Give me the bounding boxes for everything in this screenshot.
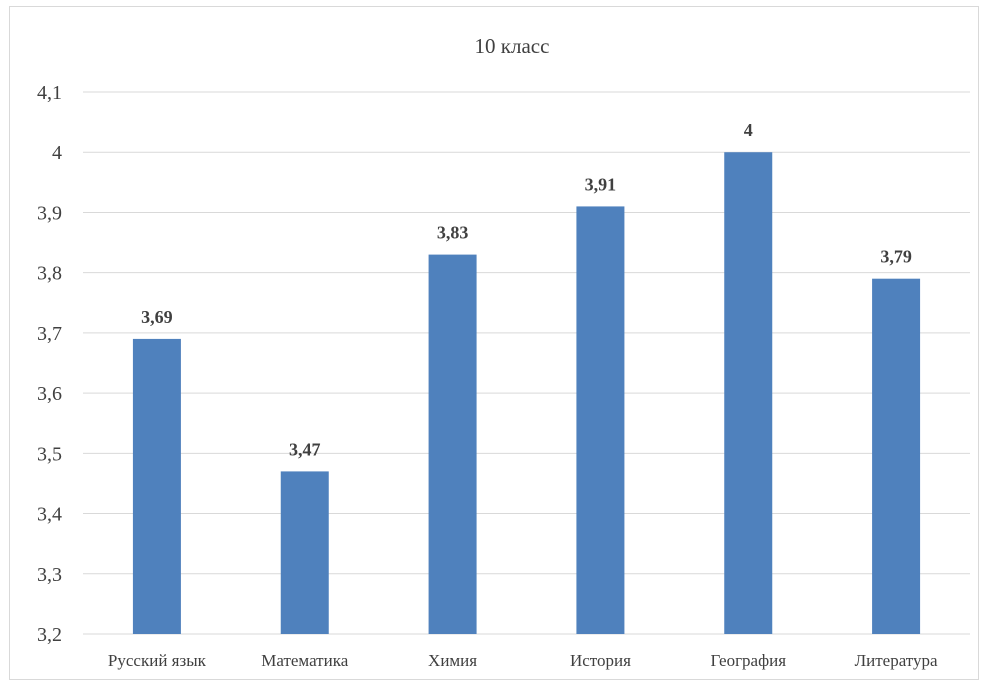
data-label: 4 [744, 120, 753, 140]
y-tick-label: 3,4 [37, 504, 62, 526]
bar [872, 279, 920, 634]
y-tick-label: 3,6 [37, 383, 62, 405]
y-tick-label: 4 [52, 142, 62, 164]
data-label: 3,69 [141, 307, 173, 327]
data-label: 3,83 [437, 223, 469, 243]
chart-title: 10 класс [475, 34, 550, 58]
y-tick-label: 3,3 [37, 564, 62, 586]
bar [429, 255, 477, 634]
data-label: 3,47 [289, 439, 321, 459]
y-tick-label: 4,1 [37, 82, 62, 104]
y-tick-label: 3,5 [37, 443, 62, 465]
bar [281, 471, 329, 634]
x-tick-label: Математика [261, 651, 348, 670]
y-tick-label: 3,2 [37, 624, 62, 646]
data-label: 3,79 [880, 247, 912, 267]
y-tick-label: 3,8 [37, 263, 62, 285]
x-tick-label: История [570, 651, 631, 670]
x-tick-label: География [710, 651, 786, 670]
x-tick-label: Русский язык [108, 651, 207, 670]
y-tick-label: 3,9 [37, 202, 62, 224]
x-tick-label: Химия [428, 651, 477, 670]
data-label: 3,91 [585, 174, 617, 194]
bar [133, 339, 181, 634]
x-tick-label: Литература [855, 651, 938, 670]
y-tick-label: 3,7 [37, 323, 62, 345]
bar [576, 206, 624, 634]
bar [724, 152, 772, 634]
